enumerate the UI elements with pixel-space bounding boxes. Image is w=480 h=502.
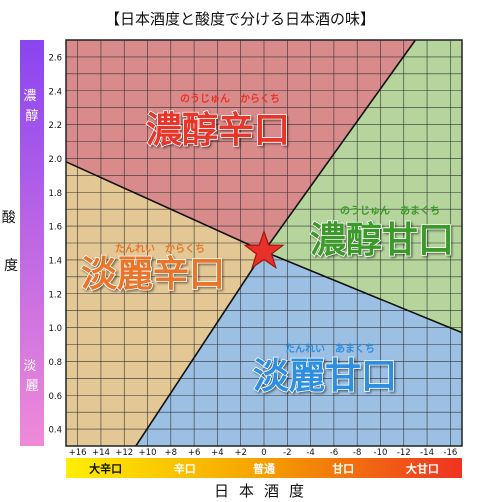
- region-label: 淡麗甘口: [253, 356, 397, 397]
- region-ruby: のうじゅん あまくち: [340, 204, 440, 217]
- acidity-bar-bottom-label: 淡 麗: [23, 359, 40, 394]
- x-tick-label: +10: [139, 448, 157, 458]
- dividing-line: [263, 250, 462, 334]
- x-tick-label: +14: [92, 448, 110, 458]
- center-star-marker: [243, 229, 285, 270]
- region-label: 濃醇辛口: [146, 110, 290, 151]
- dividing-line: [66, 161, 265, 253]
- region-area: [264, 40, 462, 333]
- y-tick-label: 2.0: [48, 155, 62, 165]
- region-ruby: たんれい からくち: [115, 243, 205, 255]
- x-tick-label: +16: [69, 448, 87, 458]
- x-axis-label: 日本酒度: [214, 482, 314, 500]
- x-tick-label: -14: [420, 448, 434, 458]
- sake-degree-bar-labels: 大辛口 辛口 普通 甘口 大甘口: [89, 462, 439, 476]
- y-tick-label: 0.8: [48, 358, 62, 368]
- x-tick-label: +4: [211, 448, 224, 458]
- x-tick-label: 0: [261, 448, 266, 458]
- dividing-line: [135, 251, 265, 446]
- y-tick-label: 2.6: [48, 53, 62, 63]
- x-tick-label: -16: [443, 448, 457, 458]
- y-axis-label: 酸 度: [2, 210, 20, 274]
- x-tick-label: -6: [330, 448, 338, 458]
- y-tick-label: 1.0: [48, 324, 62, 334]
- x-tick-label: +2: [234, 448, 247, 458]
- acidity-bar: [20, 40, 44, 446]
- sake-bar-label: 辛口: [174, 462, 196, 476]
- y-tick-label: 1.8: [48, 189, 62, 199]
- x-tick-label: +6: [188, 448, 201, 458]
- x-tick-label: +12: [115, 448, 133, 458]
- y-tick-label: 0.6: [48, 392, 62, 402]
- sake-bar-label: 普通: [253, 462, 275, 476]
- y-tick-label: 1.4: [48, 256, 62, 266]
- sake-bar-label: 甘口: [332, 462, 354, 476]
- sake-bar-label: 大甘口: [406, 462, 439, 476]
- x-tick-labels: +16 +14 +12 +10 +8 +6 +4 +2 0 -2 -4 -6 -8 -10 -12 -14 -1…: [69, 448, 458, 458]
- x-tick-label: -4: [306, 448, 314, 458]
- region-label: 淡麗辛口: [81, 254, 225, 295]
- dividing-lines: [66, 40, 462, 446]
- acidity-bar-top-label: 濃 醇: [23, 89, 40, 124]
- x-tick-label: -10: [374, 448, 388, 458]
- y-tick-label: 0.4: [48, 426, 62, 436]
- x-tick-label: -8: [353, 448, 361, 458]
- sake-degree-bar: [66, 458, 462, 478]
- region-ruby: たんれい あまくち: [285, 342, 375, 355]
- y-tick-label: 2.2: [48, 121, 62, 131]
- region-ruby: のうじゅん からくち: [180, 93, 280, 105]
- x-tick-label: -2: [283, 448, 291, 458]
- x-tick-label: +8: [165, 448, 178, 458]
- plot-frame: [65, 39, 463, 447]
- region-area: [66, 161, 264, 446]
- y-tick-label: 1.6: [48, 223, 62, 233]
- dividing-line: [263, 40, 417, 252]
- region-label: 濃醇甘口: [310, 220, 454, 261]
- chart-title: 【日本酒度と酸度で分ける日本酒の味】: [105, 10, 375, 28]
- y-tick-labels: 0.4 0.6 0.8 1.0 1.2 1.4 1.6 1.8 2.0 2.2 2.4 2.6: [48, 53, 62, 435]
- x-tick-label: -12: [397, 448, 411, 458]
- y-tick-label: 2.4: [48, 87, 62, 97]
- y-tick-label: 1.2: [48, 290, 62, 300]
- sake-bar-label: 大辛口: [89, 462, 122, 476]
